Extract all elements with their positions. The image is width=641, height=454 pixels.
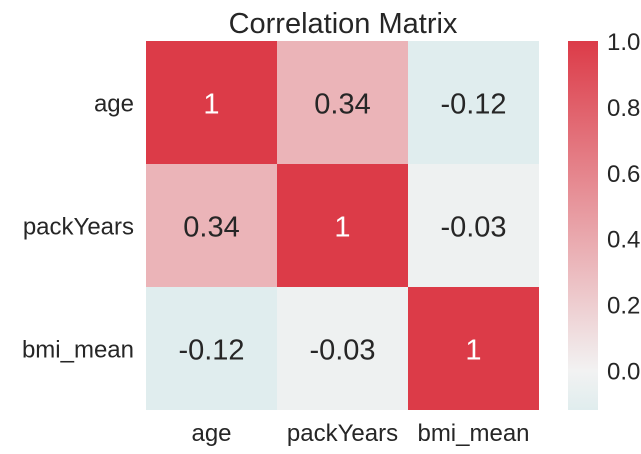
heatmap-cell xyxy=(277,164,408,287)
cell-value-label: -0.12 xyxy=(440,89,506,121)
heatmap-cell xyxy=(277,287,408,410)
cell-value-label: 0.34 xyxy=(314,89,370,121)
heatmap-cell xyxy=(277,41,408,164)
row-labels: age packYears bmi_mean xyxy=(22,91,134,364)
heatmap-cell xyxy=(146,41,277,164)
colorbar-tick-label: 0.6 xyxy=(607,161,640,188)
column-label: packYears xyxy=(287,420,398,447)
colorbar-ticks: 0.0 0.2 0.4 0.6 0.8 1.0 xyxy=(607,29,640,385)
cell-value-label: 0.34 xyxy=(183,212,239,244)
column-label: age xyxy=(191,420,231,447)
row-label: bmi_mean xyxy=(22,337,134,364)
cell-value-label: 1 xyxy=(465,335,481,367)
heatmap-cell xyxy=(408,164,539,287)
column-label: bmi_mean xyxy=(417,420,529,447)
row-label: packYears xyxy=(23,214,134,241)
colorbar-tick-label: 0.4 xyxy=(607,227,640,254)
colorbar xyxy=(568,41,598,410)
colorbar-tick-label: 0.8 xyxy=(607,95,640,122)
heatmap-cell xyxy=(408,287,539,410)
heatmap-cell xyxy=(408,41,539,164)
chart-title: Correlation Matrix xyxy=(229,8,458,40)
cell-value-label: -0.03 xyxy=(309,335,375,367)
colorbar-tick-label: 0.2 xyxy=(607,293,640,320)
cell-value-label: -0.12 xyxy=(178,335,244,367)
column-labels: age packYears bmi_mean xyxy=(191,420,529,447)
row-label: age xyxy=(94,91,134,118)
cell-value-label: 1 xyxy=(334,212,350,244)
colorbar-tick-label: 1.0 xyxy=(607,29,640,56)
heatmap-cell xyxy=(146,164,277,287)
heatmap-cells: 1 0.34 -0.12 0.34 1 -0.03 -0.12 -0.03 1 xyxy=(146,41,539,410)
cell-value-label: -0.03 xyxy=(440,212,506,244)
colorbar-tick-label: 0.0 xyxy=(607,358,640,385)
heatmap-cell xyxy=(146,287,277,410)
cell-value-label: 1 xyxy=(203,89,219,121)
